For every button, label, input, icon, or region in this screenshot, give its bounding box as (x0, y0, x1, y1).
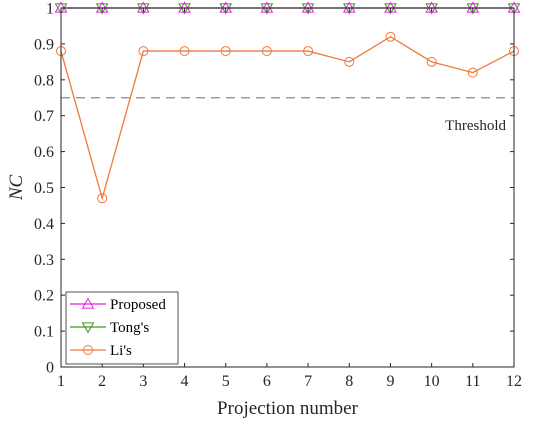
x-tick-label: 12 (506, 373, 522, 390)
legend-label-tong-s: Tong's (110, 320, 149, 336)
x-tick-label: 10 (424, 373, 440, 390)
data-point-tong-s (301, 3, 315, 15)
data-point-li-s (344, 56, 355, 67)
data-point-li-s (303, 46, 314, 57)
data-point-proposed (219, 1, 233, 13)
y-tick-label: 0.7 (34, 108, 54, 125)
legend: Proposed Tong's Li's (65, 291, 179, 365)
series-line-li-s (60, 35, 515, 201)
data-point-proposed (178, 1, 191, 13)
y-tick-label: 0.8 (34, 72, 54, 89)
data-point-tong-s (466, 3, 480, 15)
y-tick-label: 0.6 (34, 144, 54, 161)
data-point-tong-s (54, 3, 68, 15)
data-point-proposed (342, 1, 356, 13)
data-point-li-s (179, 46, 190, 57)
data-point-li-s (426, 56, 437, 67)
x-tick-label: 6 (263, 373, 271, 390)
data-point-proposed (301, 1, 315, 13)
data-point-tong-s (342, 3, 356, 15)
data-point-proposed (137, 1, 150, 13)
data-point-proposed (260, 1, 274, 13)
x-tick-label: 8 (345, 373, 353, 390)
data-point-li-s (385, 31, 396, 42)
x-tick-label: 4 (181, 373, 189, 390)
data-point-tong-s (507, 3, 521, 15)
data-point-proposed (425, 1, 438, 13)
y-tick-label: 0.3 (34, 252, 54, 269)
legend-label-li-s: Li's (110, 343, 132, 359)
legend-marker-li-s (83, 345, 93, 355)
y-axis-title: NC (6, 175, 27, 202)
y-tick-label: 0.9 (34, 36, 54, 53)
y-tick-label: 0.1 (34, 324, 54, 341)
legend-marker-proposed (81, 297, 95, 309)
data-point-proposed (466, 1, 480, 13)
y-tick-label: 1 (46, 1, 54, 18)
x-tick-label: 11 (465, 373, 480, 390)
legend-item-li-s: Li's (70, 343, 132, 359)
data-point-li-s (97, 193, 108, 204)
data-point-tong-s (95, 3, 109, 15)
data-point-proposed (95, 1, 109, 13)
data-point-li-s (138, 46, 149, 57)
x-tick-label: 2 (98, 373, 106, 390)
data-point-tong-s (384, 3, 397, 15)
legend-label-proposed: Proposed (110, 297, 166, 313)
y-tick-label: 0.2 (34, 288, 54, 305)
data-point-tong-s (178, 3, 191, 15)
data-point-tong-s (260, 3, 274, 15)
x-axis-title: Projection number (217, 398, 359, 419)
x-tick-label: 3 (139, 373, 147, 390)
y-tick-label: 0.4 (34, 216, 54, 233)
data-point-tong-s (137, 3, 150, 15)
x-tick-label: 1 (57, 373, 65, 390)
x-tick-label: 7 (304, 373, 312, 390)
data-point-li-s (261, 46, 272, 57)
legend-marker-tong-s (81, 322, 95, 334)
x-tick-label: 5 (222, 373, 230, 390)
ref-line-label: Threshold (445, 118, 506, 134)
legend-item-proposed: Proposed (70, 297, 166, 313)
data-point-li-s (467, 67, 478, 78)
y-tick-label: 0.5 (34, 180, 54, 197)
legend-item-tong-s: Tong's (70, 320, 149, 336)
data-point-tong-s (425, 3, 438, 15)
data-point-tong-s (219, 3, 233, 15)
x-tick-label: 9 (386, 373, 394, 390)
data-point-li-s (220, 46, 231, 57)
data-point-proposed (384, 1, 397, 13)
y-tick-label: 0 (46, 360, 54, 377)
series-li-s (56, 31, 519, 204)
